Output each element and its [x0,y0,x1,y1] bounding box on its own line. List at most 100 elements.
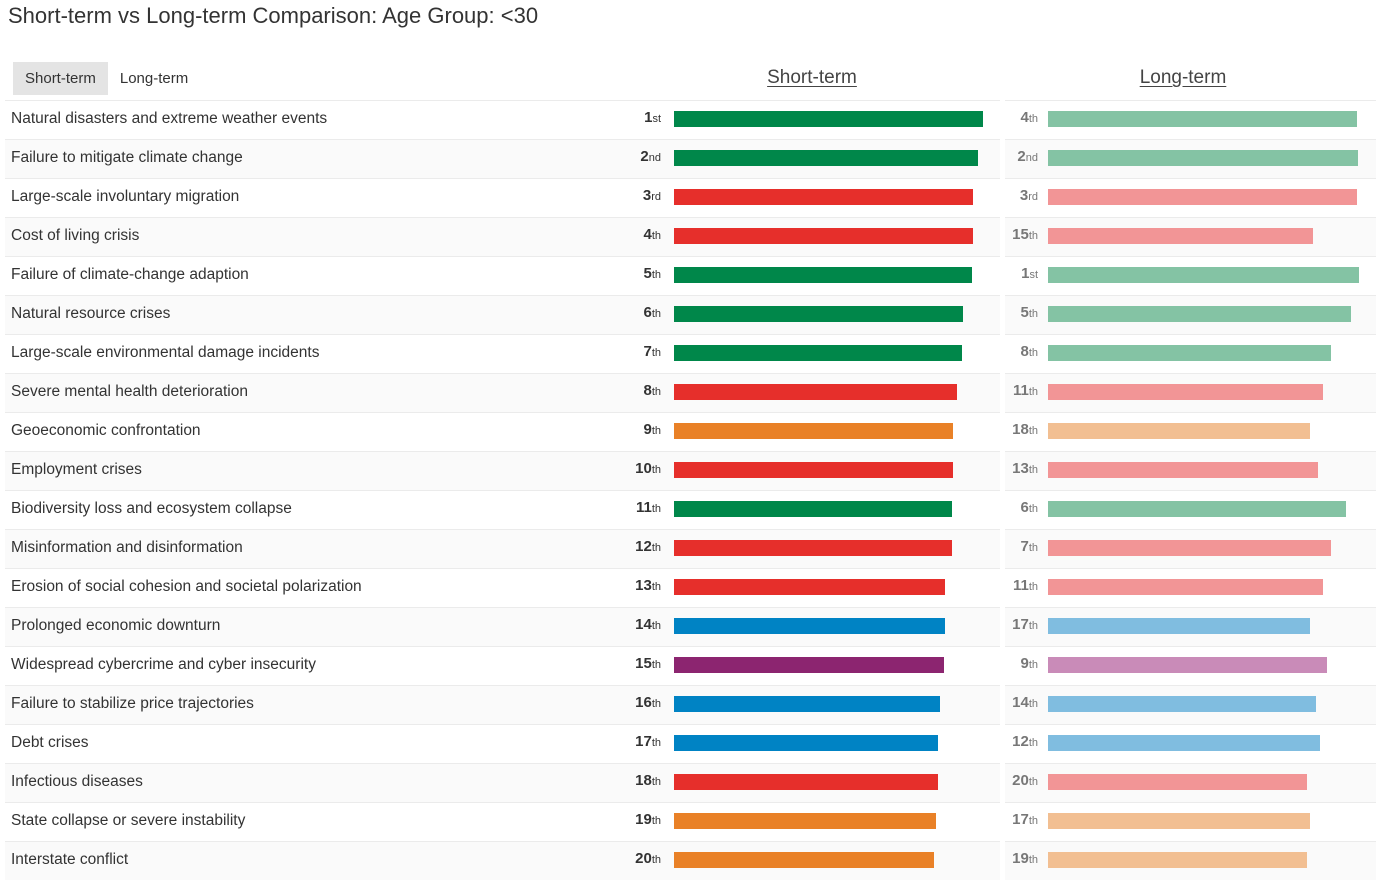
row-background [5,568,1000,607]
long-term-rank-suffix: th [1028,464,1038,476]
row-background [5,529,1000,568]
short-term-bar[interactable] [674,579,945,595]
long-term-rank-number: 19 [1012,850,1029,867]
short-term-column-header[interactable]: Short-term [767,67,857,88]
short-term-bar[interactable] [674,501,952,517]
long-term-rank-number: 14 [1012,694,1029,711]
table-row: Prolonged economic downturn 14th 17th [0,607,1379,646]
long-term-bar[interactable] [1048,540,1331,556]
short-term-rank-suffix: th [651,542,661,554]
short-term-rank-number: 8 [643,382,652,399]
long-term-bar[interactable] [1048,852,1307,868]
long-term-bar[interactable] [1048,150,1358,166]
risk-label: Interstate conflict [11,851,129,868]
long-term-rank-number: 4 [1020,109,1029,126]
long-term-rank: 17th [998,616,1038,634]
short-term-rank-suffix: st [652,113,661,125]
long-term-bar[interactable] [1048,267,1359,283]
long-term-bar[interactable] [1048,813,1311,829]
short-term-bar[interactable] [674,696,941,712]
short-term-bar[interactable] [674,813,937,829]
short-term-rank-suffix: th [651,464,661,476]
long-term-rank-number: 17 [1012,811,1029,828]
table-row: State collapse or severe instability 19th… [0,802,1379,841]
long-term-rank-suffix: th [1028,425,1038,437]
long-term-rank-number: 11 [1012,382,1029,399]
short-term-rank: 2nd [621,148,661,166]
short-term-rank-suffix: th [651,854,661,866]
short-term-rank-number: 9 [643,421,652,438]
short-term-rank: 6th [621,304,661,322]
long-term-bar[interactable] [1048,462,1319,478]
long-term-rank-number: 7 [1020,538,1029,555]
long-term-rank-suffix: th [1028,737,1038,749]
long-term-bar[interactable] [1048,306,1352,322]
short-term-bar[interactable] [674,657,945,673]
long-term-bar[interactable] [1048,228,1314,244]
short-term-bar[interactable] [674,111,983,127]
long-term-rank-number: 8 [1020,343,1029,360]
short-term-bar[interactable] [674,228,974,244]
short-term-bar[interactable] [674,345,962,361]
page-title: Short-term vs Long-term Comparison: Age … [8,3,539,28]
risk-label: Geoeconomic confrontation [11,422,201,439]
short-term-bar[interactable] [674,462,954,478]
short-term-rank-number: 7 [643,343,652,360]
short-term-bar[interactable] [674,384,958,400]
short-term-bar[interactable] [674,150,979,166]
table-row: Erosion of social cohesion and societal … [0,568,1379,607]
row-background [1005,256,1376,295]
row-background [1005,724,1376,763]
short-term-rank-number: 18 [635,772,652,789]
short-term-rank: 5th [621,265,661,283]
long-term-bar[interactable] [1048,345,1331,361]
short-term-bar[interactable] [674,774,938,790]
comparison-chart: Natural disasters and extreme weather ev… [0,100,1379,880]
short-term-bar[interactable] [674,267,972,283]
short-term-rank: 18th [621,772,661,790]
short-term-rank-suffix: th [651,776,661,788]
long-term-bar[interactable] [1048,579,1324,595]
tab-short-term[interactable]: Short-term [13,62,108,95]
long-term-column-header[interactable]: Long-term [1139,67,1227,88]
long-term-bar[interactable] [1048,189,1357,205]
tab-long-term[interactable]: Long-term [119,70,189,87]
short-term-bar[interactable] [674,306,963,322]
long-term-bar[interactable] [1048,111,1357,127]
long-term-bar[interactable] [1048,657,1328,673]
short-term-rank-suffix: th [651,698,661,710]
short-term-rank-number: 15 [635,655,652,672]
short-term-bar[interactable] [674,735,938,751]
short-term-bar[interactable] [674,423,954,439]
short-term-bar[interactable] [674,852,934,868]
long-term-bar[interactable] [1048,735,1321,751]
short-term-bar[interactable] [674,540,952,556]
long-term-rank-suffix: th [1028,620,1038,632]
long-term-rank-suffix: th [1028,386,1038,398]
short-term-bar[interactable] [674,618,945,634]
row-background [5,178,1000,217]
short-term-rank-number: 3 [642,187,652,204]
long-term-bar[interactable] [1048,423,1311,439]
long-term-bar[interactable] [1048,618,1311,634]
short-term-bar[interactable] [674,189,974,205]
long-term-bar[interactable] [1048,501,1346,517]
table-row: Widespread cybercrime and cyber insecuri… [0,646,1379,685]
risk-label: Large-scale environmental damage inciden… [11,344,320,361]
short-term-rank: 19th [621,811,661,829]
long-term-rank-suffix: nd [1025,152,1038,164]
row-background [1005,100,1376,139]
long-term-rank: 3rd [998,187,1038,205]
short-term-rank: 8th [621,382,661,400]
long-term-bar[interactable] [1048,774,1307,790]
table-row: Infectious diseases 18th 20th [0,763,1379,802]
long-term-bar[interactable] [1048,696,1316,712]
row-background [1005,646,1376,685]
short-term-rank: 1st [621,109,661,127]
short-term-rank: 10th [621,460,661,478]
long-term-rank-number: 20 [1012,772,1029,789]
long-term-bar[interactable] [1048,384,1324,400]
risk-label: Large-scale involuntary migration [11,188,240,205]
short-term-rank: 15th [621,655,661,673]
row-background [5,412,1000,451]
